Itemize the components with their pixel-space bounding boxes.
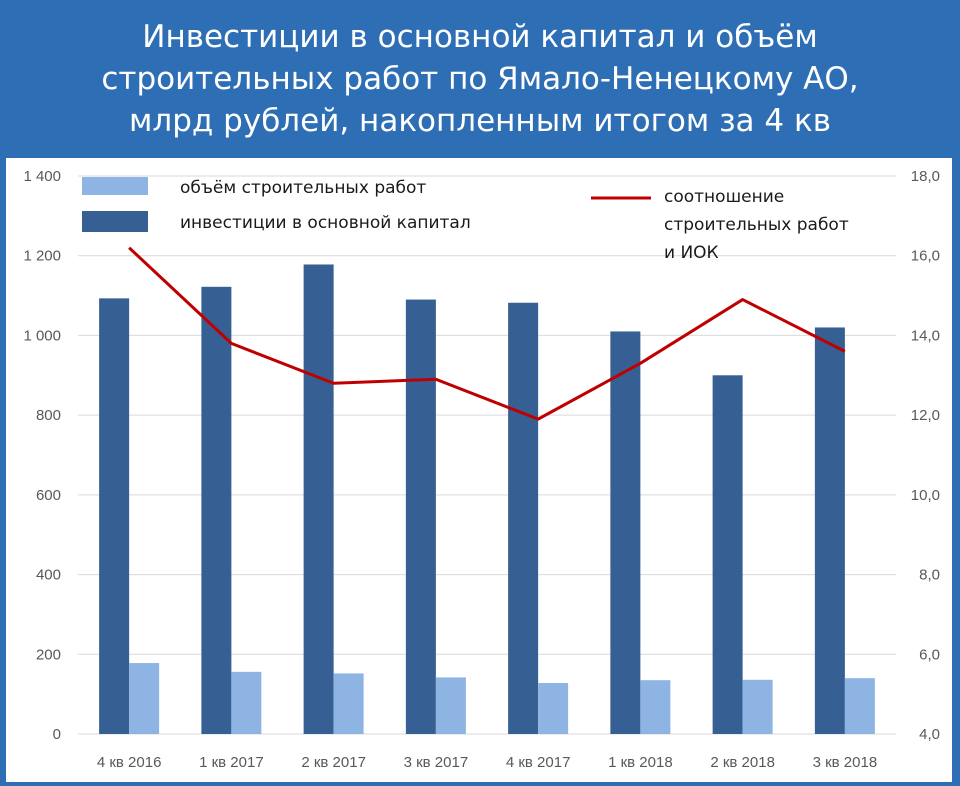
x-tick-label: 2 кв 2018: [710, 754, 775, 771]
investment-bar: [712, 375, 743, 734]
investment-bar: [201, 286, 232, 734]
y2-tick-label: 14,0: [911, 327, 940, 344]
construction-bar: [640, 680, 671, 734]
investment-bar: [405, 299, 436, 734]
investment-bar: [610, 331, 641, 734]
investment-bar: [303, 264, 334, 734]
x-tick-label: 3 кв 2018: [813, 754, 878, 771]
y-tick-label: 200: [36, 646, 61, 663]
y2-tick-label: 18,0: [911, 168, 940, 185]
ratio-line: [128, 246, 846, 421]
bars: [99, 264, 875, 734]
y-tick-label: 1 400: [23, 168, 61, 185]
construction-bar: [129, 663, 160, 734]
construction-bar: [538, 682, 569, 734]
chart-svg: 0 200 400 600 800 1 000 1 200 1 400 4,0 6,0 8,0 10,…: [23, 168, 940, 771]
title-line-2: строительных работ по Ямало-Ненецкому АО…: [101, 61, 859, 97]
construction-bar: [333, 673, 364, 734]
legend-label-ratio-2: строительных работ: [664, 215, 849, 235]
x-tick-label: 2 кв 2017: [301, 754, 366, 771]
legend-label-ratio-3: и ИОК: [664, 243, 719, 263]
x-tick-label: 1 кв 2017: [199, 754, 264, 771]
grid-lines: [78, 175, 896, 735]
y-tick-label: 1 000: [23, 327, 61, 344]
construction-bar: [742, 679, 773, 734]
legend-label-investment: инвестиции в основной капитал: [180, 213, 471, 233]
legend: объём строительных работ инвестиции в ос…: [82, 177, 849, 263]
legend-swatch-construction: [82, 177, 148, 195]
chart-title: Инвестиции в основной капитал и объём ст…: [0, 0, 960, 158]
y2-tick-label: 12,0: [911, 407, 940, 424]
investment-bar: [508, 302, 539, 734]
y2-tick-label: 4,0: [919, 726, 940, 743]
investment-bar: [99, 298, 130, 734]
legend-label-construction: объём строительных работ: [180, 178, 426, 198]
title-line-1: Инвестиции в основной капитал и объём: [142, 19, 818, 55]
y2-tick-label: 16,0: [911, 248, 940, 265]
construction-bar: [844, 678, 875, 734]
y-tick-label: 1 200: [23, 248, 61, 265]
y-tick-label: 600: [36, 487, 61, 504]
y2-tick-label: 8,0: [919, 567, 940, 584]
title-line-3: млрд рублей, накопленным итогом за 4 кв: [129, 103, 831, 139]
construction-bar: [435, 677, 466, 734]
construction-bar: [231, 671, 262, 734]
x-tick-label: 4 кв 2016: [97, 754, 162, 771]
y-tick-label: 800: [36, 407, 61, 424]
x-tick-label: 3 кв 2017: [404, 754, 469, 771]
x-tick-label: 1 кв 2018: [608, 754, 673, 771]
y2-tick-label: 10,0: [911, 487, 940, 504]
ratio-line-layer: [128, 246, 846, 421]
y-tick-label: 400: [36, 567, 61, 584]
chart-panel: 0 200 400 600 800 1 000 1 200 1 400 4,0 6,0 8,0 10,…: [6, 158, 952, 782]
legend-label-ratio-1: соотношение: [664, 187, 784, 207]
y-tick-label: 0: [53, 726, 61, 743]
x-tick-label: 4 кв 2017: [506, 754, 571, 771]
axis-labels: 0 200 400 600 800 1 000 1 200 1 400 4,0 6,0 8,0 10,…: [23, 168, 940, 771]
y2-tick-label: 6,0: [919, 646, 940, 663]
investment-bar: [814, 327, 845, 734]
legend-swatch-investment: [82, 211, 148, 232]
